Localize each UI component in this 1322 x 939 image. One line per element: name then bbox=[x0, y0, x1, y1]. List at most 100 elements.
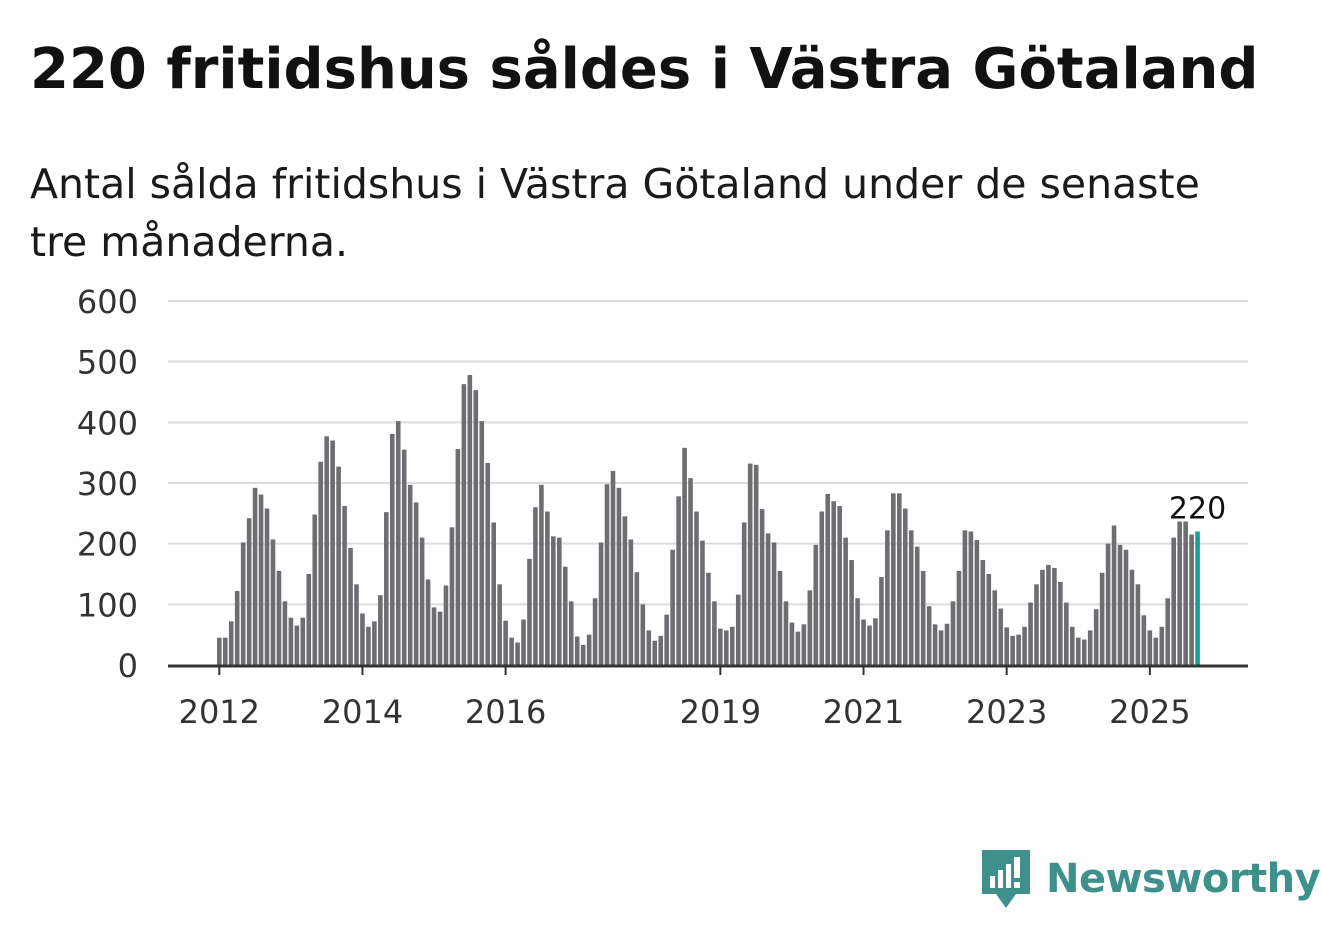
bar bbox=[217, 637, 222, 665]
bar bbox=[1123, 549, 1129, 665]
bar bbox=[759, 509, 765, 665]
bar bbox=[664, 614, 669, 665]
gridlines bbox=[168, 300, 1248, 606]
bar bbox=[885, 530, 890, 665]
bar-chart: 0 100 200 300 400 500 600 2012 2014 2016 2019 2021… bbox=[77, 283, 1248, 731]
bar bbox=[1034, 584, 1039, 665]
bar bbox=[342, 506, 347, 665]
bar bbox=[897, 493, 902, 665]
bar bbox=[1028, 602, 1033, 665]
annotations: 220 bbox=[1166, 489, 1229, 530]
bar bbox=[378, 595, 383, 665]
bar bbox=[533, 507, 538, 665]
newsworthy-brand: Newsworthy bbox=[980, 848, 1321, 910]
bar bbox=[568, 601, 574, 665]
chart-title: 220 fritidshus såldes i Västra Götaland bbox=[30, 37, 1259, 102]
bar bbox=[1093, 609, 1099, 665]
bar bbox=[1069, 626, 1075, 665]
bar bbox=[461, 384, 467, 665]
y-tick-label: 300 bbox=[77, 465, 138, 503]
bar bbox=[932, 624, 938, 665]
bar bbox=[747, 463, 753, 665]
bar bbox=[712, 601, 717, 665]
bar bbox=[837, 506, 842, 665]
newsworthy-logo-icon bbox=[982, 850, 1030, 908]
bar bbox=[419, 537, 425, 665]
bar bbox=[956, 570, 962, 665]
bar bbox=[670, 549, 675, 665]
bar bbox=[616, 487, 622, 665]
bar-highlight bbox=[1195, 531, 1200, 665]
bar bbox=[628, 539, 634, 665]
bar bbox=[920, 570, 926, 665]
bar bbox=[640, 604, 646, 665]
x-tick-label: 2019 bbox=[680, 693, 761, 731]
bar bbox=[843, 537, 848, 665]
bar bbox=[992, 590, 998, 665]
bar bbox=[1141, 615, 1147, 665]
bar bbox=[1052, 567, 1057, 665]
bar bbox=[431, 607, 437, 665]
bar bbox=[413, 502, 419, 665]
bar bbox=[592, 598, 598, 665]
bar bbox=[1010, 635, 1015, 665]
bar bbox=[443, 585, 449, 665]
bar bbox=[294, 625, 300, 665]
bar bbox=[795, 631, 801, 665]
bar bbox=[580, 644, 586, 665]
bar bbox=[694, 511, 699, 665]
bar bbox=[574, 636, 580, 665]
bar bbox=[1159, 626, 1165, 665]
bar bbox=[1153, 637, 1159, 665]
bar bbox=[288, 617, 294, 665]
bar bbox=[252, 487, 258, 665]
bar bbox=[222, 637, 228, 665]
x-tick-label: 2025 bbox=[1109, 693, 1190, 731]
bar bbox=[777, 570, 783, 665]
x-axis-ticks: 2012 2014 2016 2019 2021 2023 2025 bbox=[179, 665, 1191, 731]
x-tick-label: 2016 bbox=[465, 693, 546, 731]
bar bbox=[652, 640, 658, 665]
bar bbox=[718, 628, 723, 665]
bar bbox=[926, 606, 932, 665]
bar bbox=[401, 449, 407, 665]
bar bbox=[688, 478, 693, 665]
bar bbox=[867, 625, 872, 665]
bar bbox=[610, 470, 616, 665]
bar bbox=[384, 512, 389, 665]
bar bbox=[682, 447, 687, 665]
bar bbox=[407, 484, 413, 665]
bar bbox=[360, 613, 365, 665]
x-tick-label: 2023 bbox=[966, 693, 1047, 731]
bar bbox=[1064, 602, 1069, 665]
bar bbox=[282, 601, 288, 665]
bar bbox=[849, 560, 854, 665]
bar bbox=[509, 637, 514, 665]
last-value-label: 220 bbox=[1169, 492, 1226, 527]
bar bbox=[276, 570, 282, 665]
bar bbox=[646, 630, 652, 665]
bar bbox=[753, 464, 759, 665]
bar bbox=[1046, 564, 1051, 665]
bar bbox=[234, 590, 240, 665]
bar bbox=[515, 642, 520, 665]
y-tick-label: 500 bbox=[77, 344, 138, 382]
bar bbox=[318, 461, 324, 665]
bar bbox=[998, 608, 1004, 665]
bar bbox=[1075, 637, 1081, 665]
bar bbox=[908, 530, 914, 665]
bar bbox=[1135, 584, 1141, 665]
bar bbox=[240, 542, 246, 665]
bar bbox=[968, 531, 974, 665]
bar bbox=[485, 462, 491, 665]
bar bbox=[962, 530, 968, 665]
bar bbox=[706, 572, 711, 665]
bar bbox=[1099, 572, 1105, 665]
bar bbox=[974, 540, 980, 665]
bar bbox=[1189, 534, 1194, 665]
bar bbox=[783, 601, 789, 665]
bar bbox=[467, 375, 473, 665]
bar bbox=[819, 511, 825, 665]
bar bbox=[1165, 598, 1171, 665]
bar bbox=[228, 621, 234, 665]
